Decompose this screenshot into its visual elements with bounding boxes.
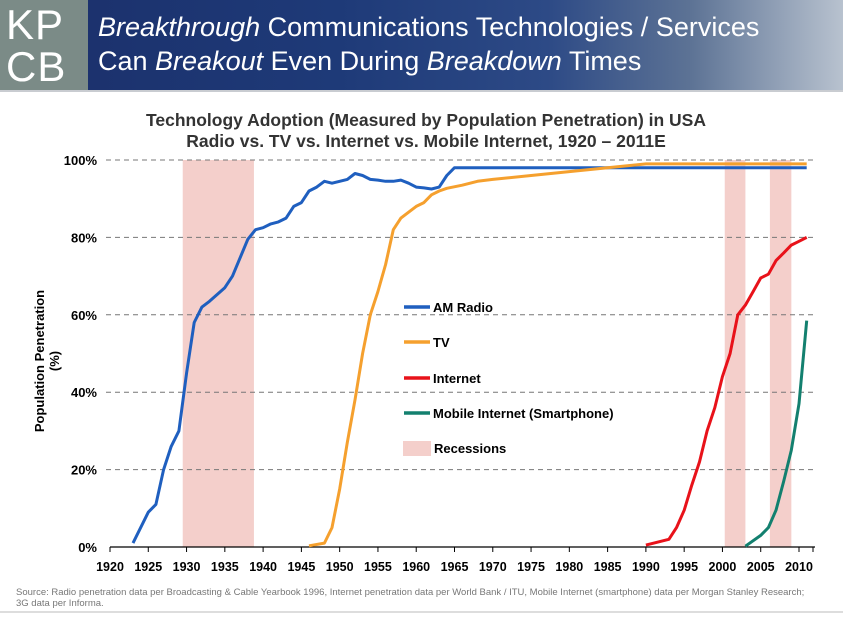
x-tick-label: 1995 [670,560,698,574]
header-banner: KP CB Breakthrough Communications Techno… [0,0,843,90]
recession-band-0 [182,160,254,547]
title-line2-part-c: Even During [263,46,427,76]
chart-title: Technology Adoption (Measured by Populat… [0,110,843,152]
x-tick-label: 1925 [134,560,162,574]
legend-label: TV [433,335,450,350]
legend-label: Mobile Internet (Smartphone) [433,406,614,421]
gridlines [106,159,815,471]
legend: AM Radio TV Internet Mobile Internet (Smart… [403,300,614,456]
series-line-am-radio [131,166,807,544]
title-line2-part-a: Can [98,46,156,76]
x-tick-label: 2000 [709,560,737,574]
series-line-internet [645,236,808,547]
x-tick-label: 1920 [96,560,124,574]
series-lines [131,162,809,548]
kpcb-logo: KP CB [0,0,88,90]
x-tick-label: 1965 [441,560,469,574]
series-line-tv [308,162,807,548]
title-line2-part-e: Times [561,46,642,76]
recession-bands [182,160,792,547]
x-tick-label: 1975 [517,560,545,574]
slide-title: Breakthrough Communications Technologies… [98,10,759,78]
series-line-mobile [744,320,809,548]
x-tick-label: 1985 [594,560,622,574]
x-tick-label: 1980 [555,560,583,574]
x-tick-label: 1970 [479,560,507,574]
legend-label: AM Radio [433,300,493,315]
chart-title-line1: Technology Adoption (Measured by Populat… [145,110,706,130]
recession-band-2 [769,160,792,547]
logo-line-2: CB [6,43,67,90]
source-footnote: Source: Radio penetration data per Broad… [16,587,805,609]
x-axis: 1920 1925 1930 1935 1940 1945 1950 1955 1960 1965… [96,546,815,574]
y-tick-label: 100% [64,153,98,168]
x-tick-label: 1935 [211,560,239,574]
y-tick-label: 20% [71,463,97,478]
x-tick-label: 1930 [173,560,201,574]
logo-line-1: KP [6,1,65,48]
y-axis-ticks: 0% 20% 40% 60% 80% 100% [64,153,98,555]
x-tick-label: 1950 [326,560,354,574]
x-tick-label: 2005 [747,560,775,574]
title-word-breakout: Breakout [155,46,264,76]
x-tick-label: 1960 [402,560,430,574]
chart-subtitle: Radio vs. TV vs. Internet vs. Mobile Int… [186,131,666,151]
x-tick-label: 1940 [249,560,277,574]
y-tick-label: 0% [78,540,97,555]
legend-label: Recessions [434,441,506,456]
header-divider [0,90,843,92]
title-line1-rest: Communications Technologies / Services [260,12,760,42]
title-word-breakthrough: Breakthrough [98,12,261,42]
x-tick-label: 1955 [364,560,392,574]
y-tick-label: 60% [71,308,97,323]
footer-divider [0,611,843,613]
x-tick-label: 1945 [287,560,315,574]
legend-label: Internet [433,371,481,386]
recession-band-1 [724,160,746,547]
title-word-breakdown: Breakdown [426,46,562,76]
x-tick-label: 2010 [785,560,813,574]
y-tick-label: 40% [71,385,97,400]
legend-swatch-recessions [403,441,431,456]
x-tick-label: 1990 [632,560,660,574]
y-tick-label: 80% [71,230,97,245]
